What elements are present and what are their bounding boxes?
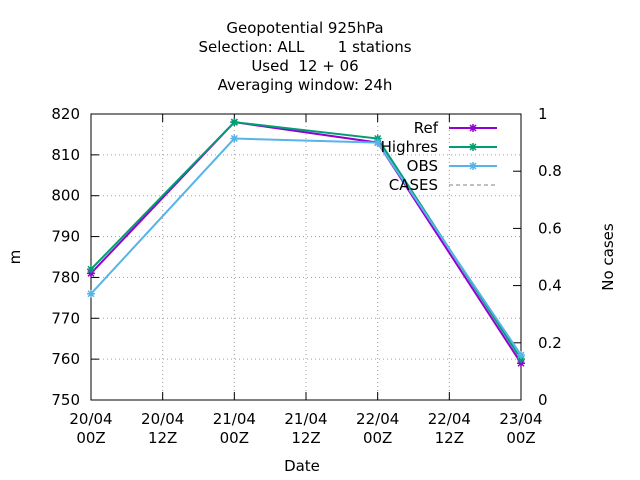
- plot-frame: [90, 113, 522, 401]
- x-tick-label-date: 23/04: [499, 410, 542, 428]
- y2-tick-label: 0: [538, 391, 548, 409]
- y2-axis: 0 0.2 0.4 0.6 0.8 1: [513, 105, 562, 409]
- y-axis: 750 760 770 780 790 800 810 820: [51, 105, 99, 409]
- series-obs: [87, 134, 525, 360]
- y2-tick-label: 0.4: [538, 277, 562, 295]
- data-point-highres-glyph: [230, 118, 239, 127]
- data-point-obs-glyph: [373, 138, 382, 147]
- legend-marker-obs-glyph: [469, 162, 477, 170]
- y2-tick-label: 0.6: [538, 219, 562, 237]
- y-tick-label: 810: [51, 146, 80, 164]
- y-tick-label: 770: [51, 309, 80, 327]
- data-point-obs-glyph: [230, 134, 239, 143]
- y2-axis-label: No cases: [599, 223, 617, 291]
- series-line-highres: [90, 121, 522, 360]
- y2-tick-label: 1: [538, 105, 548, 123]
- x-tick-label-time: 00Z: [363, 429, 392, 447]
- data-point-highres-glyph: [517, 355, 525, 364]
- legend-label-highres: Highres: [381, 138, 439, 156]
- y2-tick-label: 0.2: [538, 334, 562, 352]
- grid: [91, 114, 521, 400]
- x-tick-label-time: 00Z: [506, 429, 535, 447]
- x-tick-label-date: 20/04: [141, 410, 184, 428]
- title-line-3: Used 12 + 06: [251, 57, 358, 75]
- x-tick-label-date: 21/04: [213, 410, 256, 428]
- x-tick-label-time: 00Z: [76, 429, 105, 447]
- y-tick-label: 760: [51, 350, 80, 368]
- legend-marker-highres-glyph: [469, 143, 477, 151]
- legend-label-ref: Ref: [414, 119, 439, 137]
- y-axis-label: m: [6, 250, 24, 265]
- x-tick-label-time: 00Z: [220, 429, 249, 447]
- data-point-obs-glyph: [517, 351, 525, 360]
- title-line-2: Selection: ALL 1 stations: [198, 38, 411, 56]
- x-axis-label: Date: [284, 457, 320, 475]
- data-point-ref-glyph: [517, 359, 525, 368]
- title-line-4: Averaging window: 24h: [218, 76, 393, 94]
- y-tick-label: 790: [51, 228, 80, 246]
- data-point-ref-glyph: [87, 269, 95, 278]
- x-tick-label-date: 21/04: [284, 410, 327, 428]
- y2-tick-label: 0.8: [538, 162, 562, 180]
- y-tick-label: 780: [51, 268, 80, 286]
- series-line-obs: [90, 137, 522, 356]
- y-tick-label: 820: [51, 105, 80, 123]
- x-tick-label-time: 12Z: [148, 429, 177, 447]
- x-tick-label-date: 22/04: [356, 410, 399, 428]
- data-point-obs-glyph: [87, 289, 95, 298]
- y-tick-label: 750: [51, 391, 80, 409]
- x-axis: 20/0400Z20/0412Z21/0400Z21/0412Z22/0400Z…: [69, 114, 543, 447]
- x-tick-label-time: 12Z: [435, 429, 464, 447]
- data-point-highres-glyph: [373, 134, 382, 143]
- series-line-ref: [90, 121, 522, 364]
- series-layer: [87, 118, 525, 368]
- x-tick-label-date: 22/04: [428, 410, 471, 428]
- y-tick-label: 800: [51, 187, 80, 205]
- chart-title: Geopotential 925hPa Selection: ALL 1 sta…: [198, 19, 411, 94]
- title-line-1: Geopotential 925hPa: [226, 19, 383, 37]
- data-point-highres-glyph: [87, 265, 95, 274]
- x-tick-label-date: 20/04: [69, 410, 112, 428]
- legend-marker-ref-glyph: [469, 124, 477, 132]
- legend-label-obs: OBS: [407, 157, 438, 175]
- x-tick-label-time: 12Z: [291, 429, 320, 447]
- legend-label-cases: CASES: [389, 176, 438, 194]
